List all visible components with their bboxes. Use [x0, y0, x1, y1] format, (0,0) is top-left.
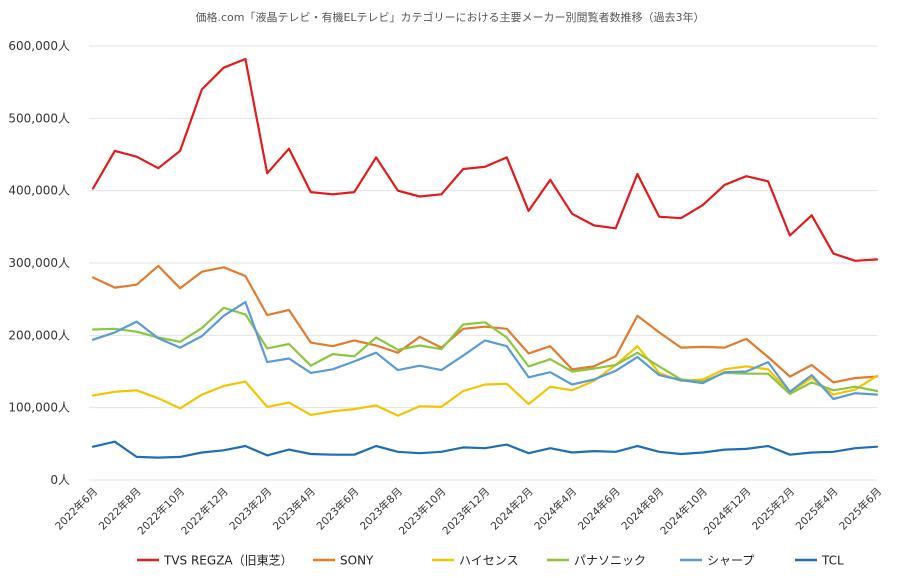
- series-lines: [91, 57, 879, 459]
- x-tick-label: 2025年2月: [749, 485, 797, 533]
- x-tick-label: 2024年12月: [701, 485, 753, 537]
- y-tick-label: 200,000人: [8, 328, 70, 342]
- x-tick-label: 2022年8月: [96, 485, 144, 533]
- legend: TVS REGZA（旧東芝） SONY ハイセンス パナソニック シャープ TCL: [137, 553, 844, 568]
- series-line-1: [91, 264, 879, 384]
- legend-label: SONY: [340, 554, 374, 568]
- y-tick-label: 0人: [50, 473, 70, 487]
- chart-title: 価格.com「液晶テレビ・有機ELテレビ」カテゴリーにおける主要メーカー別閲覧者…: [195, 10, 704, 24]
- y-tick-label: 400,000人: [8, 184, 70, 198]
- x-tick-label: 2025年6月: [836, 485, 884, 533]
- x-tick-label: 2022年12月: [178, 485, 230, 537]
- x-tick-label: 2023年2月: [227, 485, 275, 533]
- x-tick-label: 2023年4月: [270, 485, 318, 533]
- y-axis-tick-labels: 0人 100,000人 200,000人 300,000人 400,000人 500,00…: [8, 39, 70, 487]
- x-tick-label: 2023年12月: [440, 485, 492, 537]
- x-tick-label: 2024年6月: [575, 485, 623, 533]
- gridlines: [89, 45, 877, 481]
- x-tick-label: 2022年6月: [52, 485, 100, 533]
- series-line-2: [91, 345, 879, 417]
- x-tick-label: 2025年4月: [793, 485, 841, 533]
- legend-label: TVS REGZA（旧東芝）: [163, 553, 293, 568]
- y-tick-label: 500,000人: [8, 111, 70, 125]
- legend-label: ハイセンス: [459, 554, 519, 568]
- x-tick-label: 2023年6月: [314, 485, 362, 533]
- series-line-3: [91, 306, 879, 395]
- y-tick-label: 100,000人: [8, 401, 70, 415]
- y-tick-label: 300,000人: [8, 256, 70, 270]
- series-line-4: [91, 301, 879, 401]
- x-tick-label: 2023年8月: [357, 485, 405, 533]
- x-tick-label: 2024年4月: [532, 485, 580, 533]
- y-tick-label: 600,000人: [8, 39, 70, 53]
- series-line-0: [91, 57, 879, 262]
- x-tick-label: 2024年2月: [488, 485, 536, 533]
- x-tick-label: 2024年8月: [619, 485, 667, 533]
- legend-label: パナソニック: [574, 554, 646, 568]
- legend-label: シャープ: [707, 554, 754, 568]
- legend-label: TCL: [821, 554, 844, 568]
- x-axis-tick-labels: 2022年6月2022年8月2022年10月2022年12月2023年2月202…: [52, 485, 884, 537]
- series-line-5: [91, 440, 879, 459]
